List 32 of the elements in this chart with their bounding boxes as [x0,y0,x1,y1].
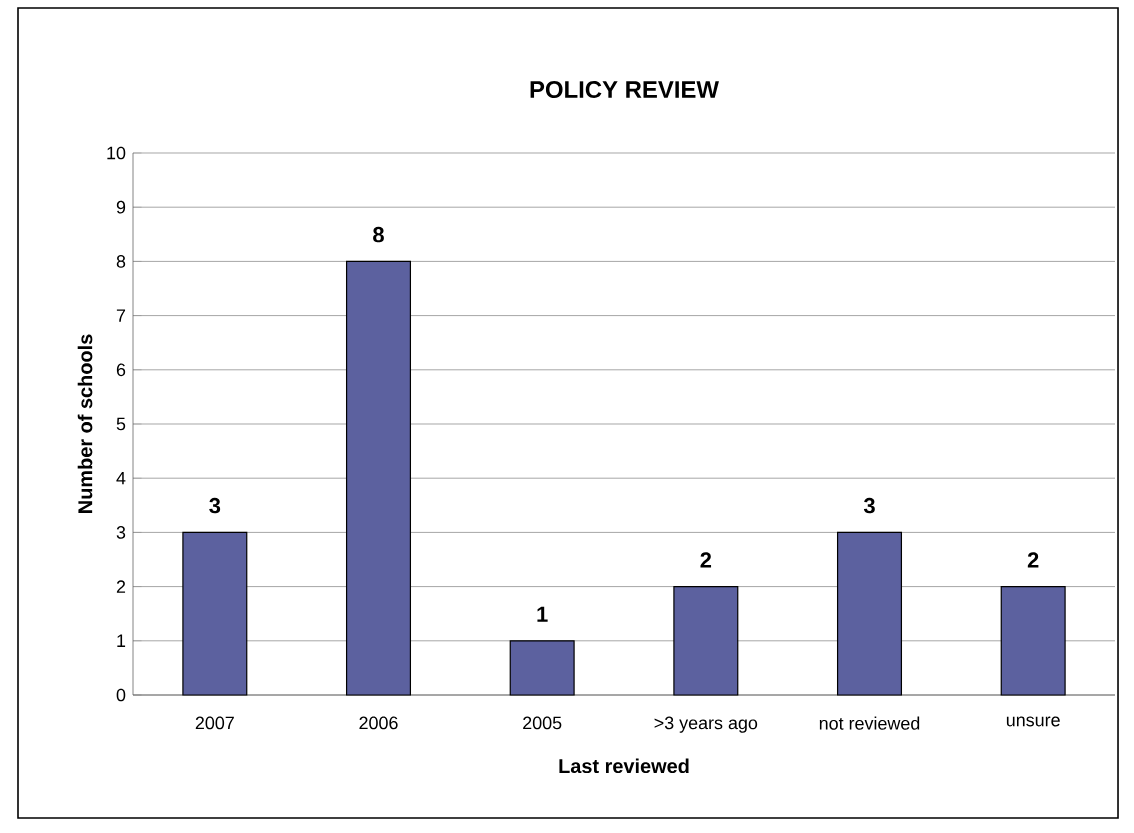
x-tick-label: unsure [1006,716,1060,727]
x-tick-label: not reviewed [819,716,920,730]
y-tick-label: 5 [116,417,126,431]
y-tick-label: 8 [116,255,126,268]
bar [509,640,575,696]
bar [345,260,412,696]
x-tick-label: >3 years ago [654,716,758,733]
data-label: 2 [1027,552,1039,568]
x-tick-label: 2007 [195,716,234,730]
bar [182,531,248,696]
y-axis-title: Number of schools [77,334,93,513]
y-tick-label: 1 [117,634,126,647]
data-label: 3 [209,497,221,514]
x-tick-label: 2006 [359,716,398,730]
x-axis-title: Last reviewed [559,758,689,774]
y-tick-label: 7 [116,309,126,322]
x-tick-label: 2005 [523,716,562,730]
y-tick-label: 0 [116,688,126,702]
data-label: 1 [537,606,548,622]
chart-title: POLICY REVIEW [530,81,719,98]
data-label: 2 [700,552,712,568]
bar [1000,586,1066,696]
y-tick-label: 6 [116,363,126,377]
bar [836,531,903,696]
y-tick-label: 4 [116,472,126,485]
y-tick-label: 10 [107,146,126,160]
y-tick-label: 3 [116,526,126,539]
y-tick-label: 9 [116,200,126,214]
y-tick-label: 2 [116,580,126,593]
data-label: 3 [863,497,875,514]
data-label: 8 [373,226,384,243]
bar [673,586,739,696]
